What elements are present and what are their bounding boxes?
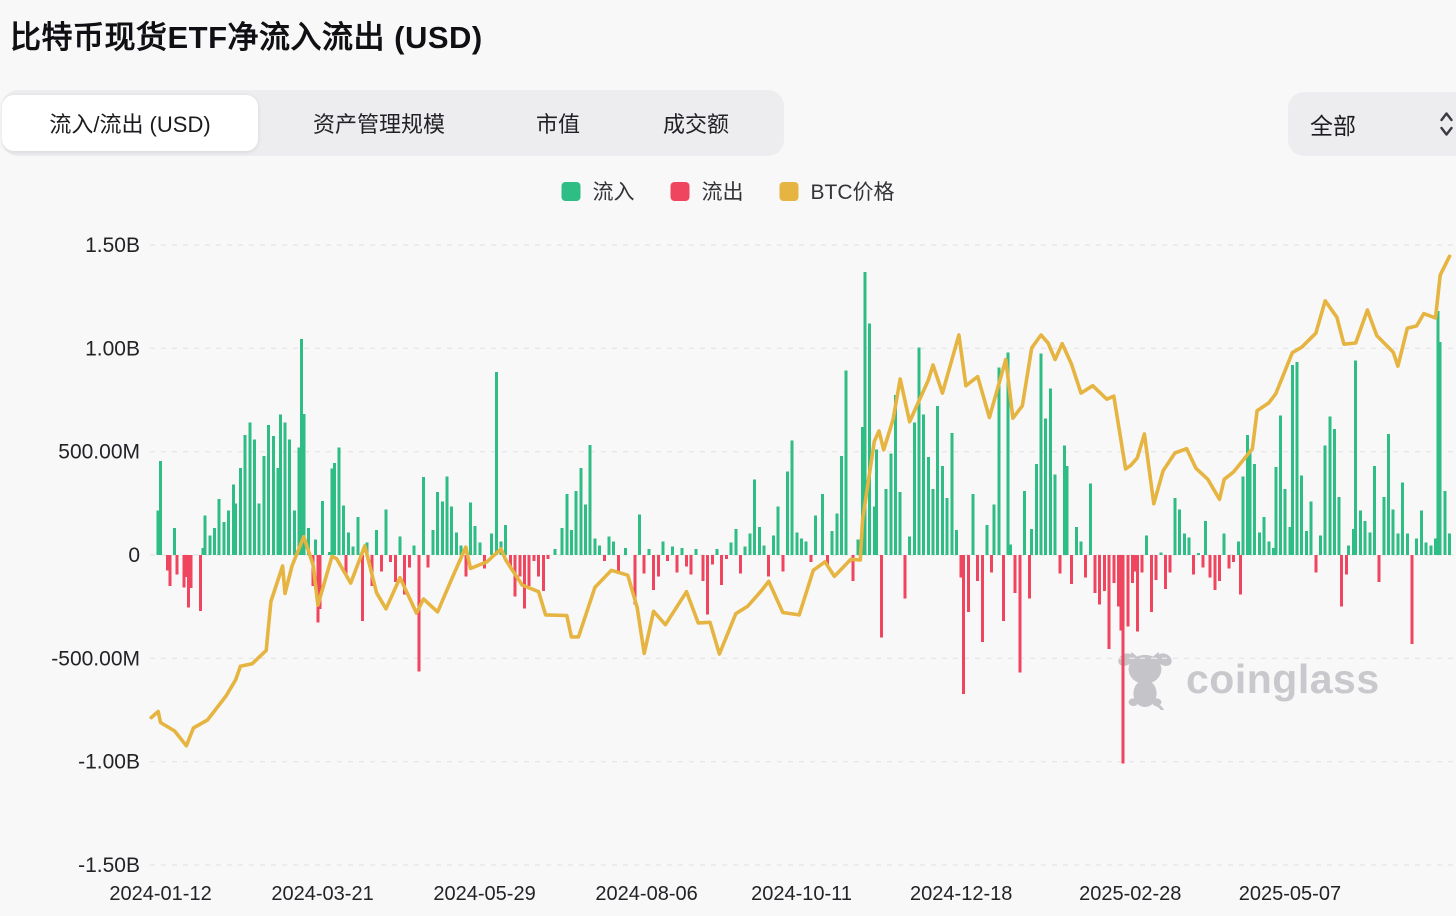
range-select-value: 全部 — [1310, 113, 1356, 139]
select-chevrons-icon — [1440, 112, 1453, 136]
svg-text:0: 0 — [128, 544, 140, 567]
tab-aum-label: 资产管理规模 — [312, 112, 445, 137]
svg-text:2024-03-21: 2024-03-21 — [271, 883, 373, 905]
legend-swatch-icon — [779, 181, 799, 201]
legend-swatch-icon — [670, 181, 690, 201]
legend-item-2[interactable]: BTC价格 — [779, 176, 895, 206]
legend-swatch-icon — [561, 181, 581, 201]
tab-volume[interactable]: 成交额 — [616, 95, 776, 151]
btc-price-line — [149, 254, 1452, 748]
svg-text:2025-05-07: 2025-05-07 — [1239, 883, 1341, 905]
svg-text:2024-05-29: 2024-05-29 — [433, 883, 535, 905]
tab-market-cap[interactable]: 市值 — [500, 95, 616, 151]
legend-item-1[interactable]: 流出 — [670, 176, 744, 206]
coinglass-watermark: coinglass — [1116, 648, 1380, 710]
svg-text:2024-01-12: 2024-01-12 — [109, 883, 211, 905]
svg-text:2025-02-28: 2025-02-28 — [1079, 883, 1181, 905]
y-axis-labels: 1.50B 1.00B 500.00M 0 -500.00M -1.00B -1.50B — [51, 234, 140, 877]
page-title: 比特币现货ETF净流入流出 (USD) — [10, 20, 483, 55]
svg-text:2024-08-06: 2024-08-06 — [595, 883, 697, 905]
legend-label: 流入 — [592, 181, 635, 204]
svg-text:-500.00M: -500.00M — [51, 647, 140, 670]
legend-label: 流出 — [701, 181, 744, 204]
x-axis-labels: 2024-01-12 2024-03-21 2024-05-29 2024-08-06… — [109, 883, 1341, 905]
tab-inflow-outflow[interactable]: 流入/流出 (USD) — [2, 95, 258, 151]
coinglass-wordmark: coinglass — [1186, 655, 1380, 702]
svg-text:2024-12-18: 2024-12-18 — [910, 883, 1012, 905]
svg-text:1.00B: 1.00B — [85, 337, 140, 360]
tab-inflow-outflow-label: 流入/流出 (USD) — [49, 112, 211, 137]
svg-text:1.50B: 1.50B — [85, 234, 140, 257]
svg-text:-1.50B: -1.50B — [78, 854, 140, 877]
coinglass-mascot-icon — [1118, 651, 1172, 710]
range-select[interactable]: 全部 — [1288, 92, 1456, 156]
tab-market-cap-label: 市值 — [535, 112, 580, 137]
flow-bars — [156, 271, 1452, 764]
tab-volume-label: 成交额 — [662, 112, 729, 137]
legend-label: BTC价格 — [810, 181, 895, 204]
tab-bar: 流入/流出 (USD) 资产管理规模 市值 成交额 — [2, 90, 784, 156]
chart-legend: 流入 流出 BTC价格 — [561, 176, 895, 206]
svg-text:500.00M: 500.00M — [58, 441, 140, 464]
svg-text:-1.00B: -1.00B — [78, 751, 140, 774]
legend-item-0[interactable]: 流入 — [561, 176, 635, 206]
svg-text:2024-10-11: 2024-10-11 — [751, 883, 852, 905]
tab-aum[interactable]: 资产管理规模 — [258, 95, 500, 151]
